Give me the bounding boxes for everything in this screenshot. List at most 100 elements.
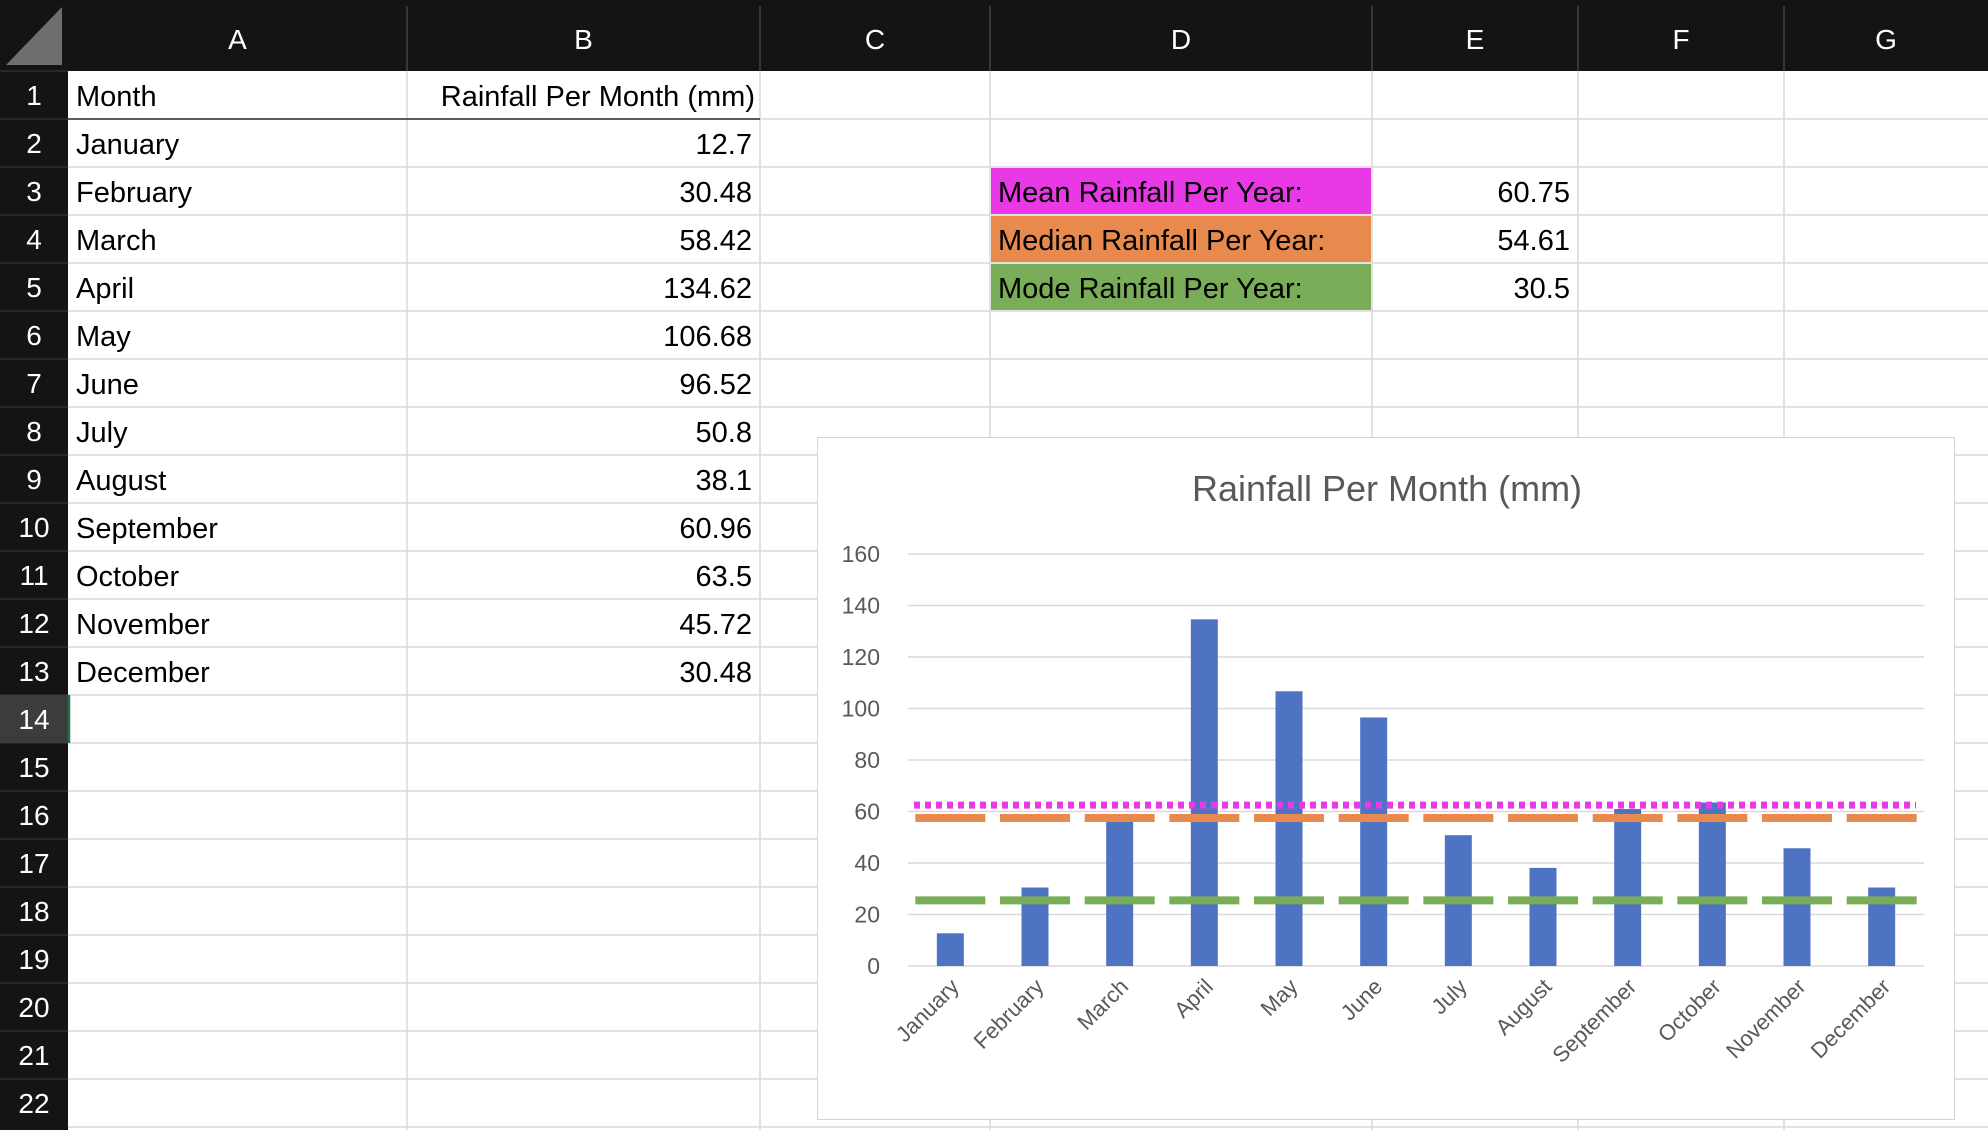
x-tick-label-september: September	[1547, 974, 1641, 1068]
cell-month-september[interactable]: September	[76, 513, 218, 545]
column-header-g[interactable]: G	[1875, 24, 1897, 55]
selected-row-highlight	[0, 695, 68, 743]
stat-label-mode[interactable]: Mode Rainfall Per Year:	[998, 273, 1303, 305]
row-header-1[interactable]: 1	[26, 80, 42, 111]
column-header-a[interactable]: A	[228, 24, 247, 55]
column-header-bar	[0, 0, 1988, 71]
bar-november[interactable]	[1783, 848, 1811, 966]
row-header-15[interactable]: 15	[18, 752, 49, 783]
cell-month-october[interactable]: October	[76, 561, 179, 593]
cell-b1-rainfall-header[interactable]: Rainfall Per Month (mm)	[441, 81, 755, 113]
row-header-12[interactable]: 12	[18, 608, 49, 639]
stat-value-mean[interactable]: 60.75	[1497, 177, 1570, 209]
column-header-c[interactable]: C	[865, 24, 885, 55]
cell-value-february[interactable]: 30.48	[679, 177, 752, 209]
y-tick-label: 100	[842, 696, 880, 722]
cell-value-november[interactable]: 45.72	[679, 609, 752, 641]
row-header-13[interactable]: 13	[18, 656, 49, 687]
x-tick-label-february: February	[969, 974, 1049, 1054]
x-tick-label-august: August	[1490, 974, 1556, 1040]
cell-value-may[interactable]: 106.68	[663, 321, 752, 353]
cell-value-december[interactable]: 30.48	[679, 657, 752, 689]
stat-label-fill-median	[991, 216, 1371, 262]
bar-january[interactable]	[936, 933, 964, 966]
row-header-10[interactable]: 10	[18, 512, 49, 543]
cell-month-february[interactable]: February	[76, 177, 193, 209]
cell-month-november[interactable]: November	[76, 609, 210, 641]
row-header-4[interactable]: 4	[26, 224, 42, 255]
row-header-20[interactable]: 20	[18, 992, 49, 1023]
x-tick-label-july: July	[1427, 974, 1472, 1019]
cell-month-july[interactable]: July	[76, 417, 128, 449]
y-tick-label: 0	[867, 953, 880, 979]
stat-label-mean[interactable]: Mean Rainfall Per Year:	[998, 177, 1303, 209]
column-header-e[interactable]: E	[1466, 24, 1485, 55]
y-tick-label: 20	[854, 902, 880, 928]
row-header-6[interactable]: 6	[26, 320, 42, 351]
stat-label-fill-mean	[991, 168, 1371, 214]
row-header-17[interactable]: 17	[18, 848, 49, 879]
stat-label-fill-mode	[991, 264, 1371, 310]
x-tick-label-january: January	[891, 974, 964, 1047]
cell-value-august[interactable]: 38.1	[696, 465, 752, 497]
cell-a1-month-header[interactable]: Month	[76, 81, 157, 113]
stat-label-median[interactable]: Median Rainfall Per Year:	[998, 225, 1325, 257]
rainfall-chart[interactable]: Rainfall Per Month (mm) 0 20 40 60 80 100 120 14…	[817, 437, 1955, 1120]
cell-value-july[interactable]: 50.8	[696, 417, 752, 449]
cell-month-august[interactable]: August	[76, 465, 166, 497]
x-tick-label-december: December	[1806, 974, 1895, 1063]
y-tick-label: 40	[854, 850, 880, 876]
row-header-19[interactable]: 19	[18, 944, 49, 975]
row-header-8[interactable]: 8	[26, 416, 42, 447]
x-tick-label-april: April	[1169, 974, 1218, 1023]
row-header-21[interactable]: 21	[18, 1040, 49, 1071]
bar-august[interactable]	[1529, 867, 1557, 966]
cell-value-april[interactable]: 134.62	[663, 273, 752, 305]
cell-value-september[interactable]: 60.96	[679, 513, 752, 545]
cell-month-december[interactable]: December	[76, 657, 210, 689]
chart-plot: Rainfall Per Month (mm) 0 20 40 60 80 100 120 14…	[842, 468, 1924, 1068]
cell-month-january[interactable]: January	[76, 129, 180, 161]
column-header-b[interactable]: B	[574, 24, 593, 55]
row-header-14[interactable]: 14	[18, 704, 49, 735]
select-all-corner[interactable]	[6, 7, 62, 65]
stat-value-median[interactable]: 54.61	[1497, 225, 1570, 257]
cell-value-march[interactable]: 58.42	[679, 225, 752, 257]
bar-march[interactable]	[1106, 815, 1134, 966]
bar-october[interactable]	[1698, 802, 1726, 966]
bar-april[interactable]	[1190, 619, 1218, 966]
column-header-d[interactable]: D	[1171, 24, 1191, 55]
stat-value-mode[interactable]: 30.5	[1514, 273, 1570, 305]
cell-month-march[interactable]: March	[76, 225, 157, 257]
cell-month-june[interactable]: June	[76, 369, 139, 401]
cell-month-may[interactable]: May	[76, 321, 131, 353]
y-tick-label: 80	[854, 747, 880, 773]
chart-title: Rainfall Per Month (mm)	[1192, 468, 1582, 509]
bar-september[interactable]	[1614, 809, 1642, 966]
row-header-18[interactable]: 18	[18, 896, 49, 927]
column-header-f[interactable]: F	[1672, 24, 1689, 55]
x-tick-label-may: May	[1255, 974, 1302, 1021]
bar-june[interactable]	[1360, 717, 1388, 966]
cell-month-april[interactable]: April	[76, 273, 134, 305]
y-tick-label: 120	[842, 644, 880, 670]
row-header-22[interactable]: 22	[18, 1088, 49, 1119]
row-header-9[interactable]: 9	[26, 464, 42, 495]
x-tick-label-june: June	[1336, 974, 1387, 1025]
row-header-2[interactable]: 2	[26, 128, 42, 159]
cell-value-january[interactable]: 12.7	[696, 129, 752, 161]
x-tick-label-march: March	[1072, 974, 1133, 1035]
row-header-11[interactable]: 11	[19, 560, 48, 591]
bar-may[interactable]	[1275, 691, 1303, 966]
x-tick-label-october: October	[1653, 974, 1726, 1047]
cell-value-june[interactable]: 96.52	[679, 369, 752, 401]
row-header-5[interactable]: 5	[26, 272, 42, 303]
y-tick-label: 60	[854, 799, 880, 825]
row-header-16[interactable]: 16	[18, 800, 49, 831]
row-header-3[interactable]: 3	[26, 176, 42, 207]
y-tick-label: 140	[842, 593, 880, 619]
cell-value-october[interactable]: 63.5	[696, 561, 752, 593]
row-header-7[interactable]: 7	[26, 368, 42, 399]
row-header-bar	[0, 0, 68, 1130]
